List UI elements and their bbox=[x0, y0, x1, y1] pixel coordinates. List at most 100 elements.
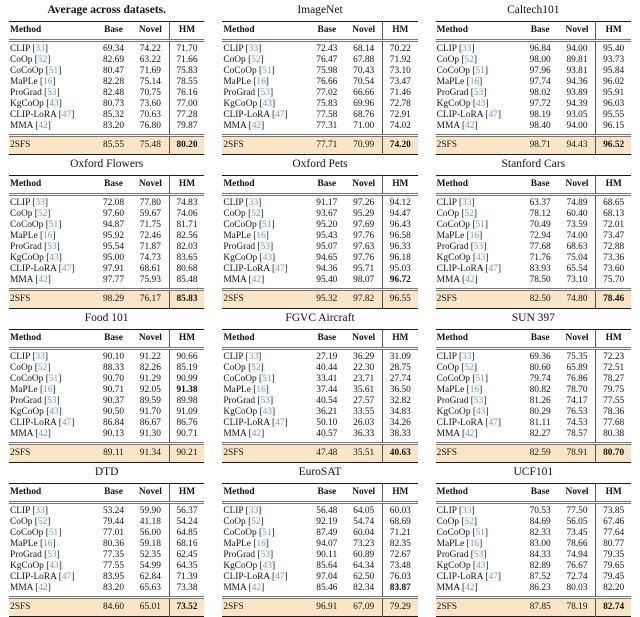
citation-link[interactable]: 16 bbox=[469, 385, 480, 396]
citation-link[interactable]: 33 bbox=[248, 44, 259, 55]
citation-link[interactable]: 53 bbox=[260, 88, 270, 99]
citation-link[interactable]: 33 bbox=[248, 506, 259, 517]
citation-link[interactable]: 52 bbox=[251, 363, 261, 374]
citation-link[interactable]: 47 bbox=[61, 571, 72, 582]
citation-link[interactable]: 47 bbox=[61, 263, 72, 274]
citation-link[interactable]: 33 bbox=[462, 198, 472, 209]
citation-link[interactable]: 52 bbox=[37, 363, 48, 374]
citation-link[interactable]: 42 bbox=[465, 582, 475, 593]
hm-value: 79.87 bbox=[168, 120, 205, 136]
citation-link[interactable]: 42 bbox=[38, 428, 48, 439]
citation-link[interactable]: 42 bbox=[38, 582, 48, 593]
citation-link[interactable]: 51 bbox=[262, 66, 272, 77]
citation-link[interactable]: 33 bbox=[35, 44, 45, 55]
citation-link[interactable]: 52 bbox=[464, 517, 474, 528]
citation-link[interactable]: 52 bbox=[251, 209, 261, 220]
citation-link[interactable]: 42 bbox=[465, 120, 475, 131]
citation-link[interactable]: 47 bbox=[275, 571, 285, 582]
method-row-mma: MMA [42] 86.23 80.03 82.20 bbox=[436, 582, 631, 598]
citation-link[interactable]: 33 bbox=[462, 506, 472, 517]
citation-link[interactable]: 33 bbox=[35, 352, 45, 363]
citation-link[interactable]: 53 bbox=[473, 88, 484, 99]
citation-link[interactable]: 33 bbox=[248, 198, 259, 209]
citation-link[interactable]: 47 bbox=[488, 571, 498, 582]
citation-link[interactable]: 16 bbox=[469, 231, 480, 242]
citation-link[interactable]: 51 bbox=[475, 528, 485, 539]
citation-link[interactable]: 42 bbox=[465, 428, 475, 439]
citation-link[interactable]: 42 bbox=[38, 120, 48, 131]
citation-link[interactable]: 52 bbox=[464, 55, 474, 66]
citation-link[interactable]: 16 bbox=[256, 539, 266, 550]
citation-link[interactable]: 51 bbox=[48, 66, 59, 77]
citation-link[interactable]: 47 bbox=[488, 109, 498, 120]
citation-link[interactable]: 47 bbox=[275, 417, 285, 428]
citation-link[interactable]: 53 bbox=[473, 242, 484, 253]
citation-link[interactable]: 51 bbox=[262, 374, 272, 385]
citation-link[interactable]: 51 bbox=[475, 220, 485, 231]
citation-link[interactable]: 16 bbox=[43, 385, 53, 396]
citation-link[interactable]: 33 bbox=[462, 44, 472, 55]
citation-link[interactable]: 53 bbox=[260, 242, 270, 253]
citation-link[interactable]: 43 bbox=[262, 98, 273, 109]
citation-link[interactable]: 47 bbox=[275, 109, 285, 120]
citation-link[interactable]: 42 bbox=[251, 582, 262, 593]
citation-link[interactable]: 53 bbox=[473, 396, 484, 407]
citation-link[interactable]: 53 bbox=[473, 550, 484, 561]
citation-link[interactable]: 52 bbox=[464, 363, 474, 374]
citation-link[interactable]: 16 bbox=[256, 385, 266, 396]
citation-link[interactable]: 42 bbox=[251, 274, 262, 285]
citation-link[interactable]: 43 bbox=[475, 560, 486, 571]
citation-link[interactable]: 51 bbox=[475, 66, 485, 77]
citation-link[interactable]: 52 bbox=[37, 209, 48, 220]
citation-link[interactable]: 43 bbox=[262, 560, 273, 571]
citation-link[interactable]: 43 bbox=[475, 252, 486, 263]
citation-link[interactable]: 47 bbox=[275, 263, 285, 274]
citation-link[interactable]: 43 bbox=[49, 406, 59, 417]
citation-link[interactable]: 53 bbox=[47, 88, 57, 99]
citation-link[interactable]: 51 bbox=[262, 528, 272, 539]
citation-link[interactable]: 33 bbox=[462, 352, 472, 363]
citation-link[interactable]: 16 bbox=[43, 77, 53, 88]
citation-link[interactable]: 43 bbox=[262, 252, 273, 263]
citation-link[interactable]: 47 bbox=[488, 263, 498, 274]
citation-link[interactable]: 52 bbox=[251, 55, 261, 66]
citation-link[interactable]: 33 bbox=[35, 198, 45, 209]
citation-link[interactable]: 43 bbox=[49, 98, 59, 109]
citation-link[interactable]: 51 bbox=[48, 220, 59, 231]
citation-link[interactable]: 16 bbox=[256, 77, 266, 88]
citation-link[interactable]: 16 bbox=[469, 77, 480, 88]
citation-link[interactable]: 16 bbox=[43, 231, 53, 242]
citation-link[interactable]: 51 bbox=[475, 374, 485, 385]
citation-link[interactable]: 53 bbox=[47, 396, 57, 407]
citation-link[interactable]: 53 bbox=[47, 550, 57, 561]
citation-link[interactable]: 47 bbox=[488, 417, 498, 428]
citation-link[interactable]: 52 bbox=[37, 55, 48, 66]
citation-link[interactable]: 51 bbox=[48, 528, 59, 539]
citation-link[interactable]: 52 bbox=[37, 517, 48, 528]
citation-link[interactable]: 42 bbox=[38, 274, 48, 285]
citation-link[interactable]: 53 bbox=[260, 550, 270, 561]
benchmark-table: Method Base Novel HM CLIP [33] 72.08 77.80 74.8… bbox=[9, 175, 205, 310]
citation-link[interactable]: 43 bbox=[49, 560, 59, 571]
citation-link[interactable]: 51 bbox=[48, 374, 59, 385]
citation-link[interactable]: 16 bbox=[43, 539, 53, 550]
citation-link[interactable]: 43 bbox=[475, 406, 486, 417]
citation-link[interactable]: 43 bbox=[49, 252, 59, 263]
citation-link[interactable]: 33 bbox=[248, 352, 259, 363]
citation-link[interactable]: 47 bbox=[61, 417, 72, 428]
novel-value: 72.74 bbox=[566, 571, 588, 582]
citation-link[interactable]: 43 bbox=[262, 406, 273, 417]
citation-link[interactable]: 51 bbox=[262, 220, 272, 231]
citation-link[interactable]: 33 bbox=[35, 506, 45, 517]
citation-link[interactable]: 42 bbox=[251, 428, 262, 439]
citation-link[interactable]: 52 bbox=[464, 209, 474, 220]
citation-link[interactable]: 16 bbox=[469, 539, 480, 550]
citation-link[interactable]: 53 bbox=[260, 396, 270, 407]
citation-link[interactable]: 47 bbox=[61, 109, 72, 120]
citation-link[interactable]: 42 bbox=[251, 120, 262, 131]
citation-link[interactable]: 52 bbox=[251, 517, 261, 528]
citation-link[interactable]: 16 bbox=[256, 231, 266, 242]
citation-link[interactable]: 42 bbox=[465, 274, 475, 285]
citation-link[interactable]: 53 bbox=[47, 242, 57, 253]
citation-link[interactable]: 43 bbox=[475, 98, 486, 109]
